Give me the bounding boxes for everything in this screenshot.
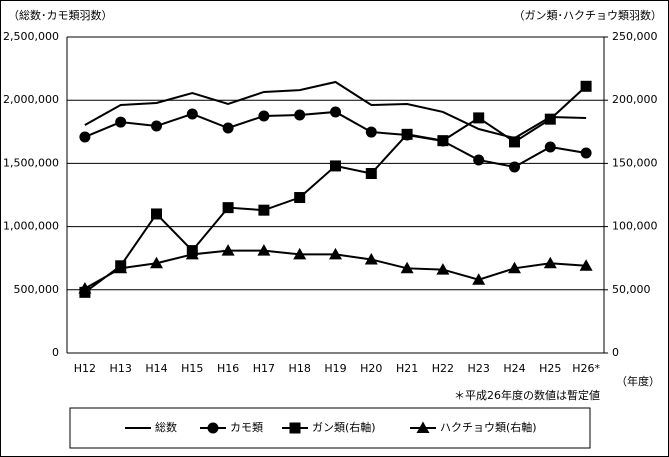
- x-tick-label: H16: [217, 362, 239, 375]
- marker: [78, 282, 92, 294]
- x-tick-label: H24: [503, 362, 525, 375]
- y2-tick-label: 100,000: [612, 220, 658, 233]
- marker: [509, 161, 520, 173]
- marker: [543, 256, 557, 269]
- marker: [257, 244, 271, 256]
- marker: [365, 126, 377, 138]
- x-tick-label: H25: [539, 362, 561, 375]
- marker: [437, 135, 449, 147]
- y-tick-label: 1,000,000: [3, 220, 59, 233]
- marker: [509, 136, 520, 148]
- marker: [222, 122, 234, 134]
- x-tick-label: H21: [396, 362, 418, 375]
- marker: [580, 147, 592, 159]
- marker: [329, 247, 342, 260]
- marker: [436, 263, 450, 275]
- marker: [580, 80, 592, 92]
- marker: [579, 259, 593, 271]
- legend-label: ガン類(右軸): [312, 420, 376, 434]
- legend-label: ハクチョウ類(右軸): [440, 420, 537, 434]
- marker: [293, 247, 307, 260]
- marker: [472, 273, 486, 285]
- x-axis-title: （年度）: [616, 374, 660, 388]
- y-tick-label: 2,500,000: [3, 30, 59, 43]
- marker: [401, 128, 413, 140]
- x-tick-label: H17: [253, 362, 275, 375]
- marker: [400, 261, 414, 274]
- y2-tick-label: 150,000: [612, 156, 658, 169]
- marker: [221, 244, 235, 256]
- marker: [473, 154, 485, 166]
- x-tick-label: H20: [360, 362, 382, 375]
- legend: [69, 407, 591, 449]
- y-tick-label: 2,000,000: [3, 93, 59, 106]
- marker: [222, 202, 234, 214]
- marker: [294, 109, 306, 121]
- marker: [151, 120, 162, 132]
- marker: [330, 160, 341, 172]
- marker: [294, 192, 306, 204]
- x-tick-label: H12: [74, 362, 96, 375]
- marker: [364, 252, 378, 265]
- legend-marker: [207, 422, 219, 434]
- marker: [114, 261, 128, 274]
- x-tick-label: H13: [110, 362, 132, 375]
- y-tick-label: 0: [52, 346, 59, 359]
- x-tick-label: H14: [145, 362, 167, 375]
- y2-tick-label: 200,000: [612, 93, 658, 106]
- marker: [365, 168, 377, 180]
- marker: [150, 256, 163, 269]
- marker: [330, 106, 341, 118]
- y-axis-title: （総数･カモ類羽数）: [8, 8, 113, 22]
- legend-label: カモ類: [230, 421, 263, 434]
- y-tick-label: 500,000: [14, 283, 60, 296]
- marker: [544, 141, 556, 153]
- marker: [115, 116, 127, 128]
- note: ＊平成26年度の数値は暫定値: [454, 388, 600, 402]
- legend-label: 総数: [155, 420, 177, 434]
- y2-tick-label: 250,000: [612, 30, 658, 43]
- x-tick-label: H23: [468, 362, 490, 375]
- x-tick-label: H18: [289, 362, 311, 375]
- x-tick-label: H26*: [572, 362, 600, 375]
- marker: [79, 131, 91, 143]
- marker: [186, 108, 198, 120]
- marker: [258, 110, 270, 122]
- legend-marker: [416, 421, 430, 433]
- legend-marker: [289, 422, 301, 434]
- x-tick-label: H19: [324, 362, 346, 375]
- marker: [185, 247, 199, 260]
- x-tick-label: H22: [432, 362, 454, 375]
- marker: [151, 208, 162, 220]
- marker: [258, 204, 270, 216]
- y2-axis-title: （ガン類･ハクチョウ類羽数）: [514, 9, 663, 22]
- y2-tick-label: 0: [612, 346, 619, 359]
- marker: [508, 261, 521, 274]
- y-tick-label: 1,500,000: [3, 156, 59, 169]
- marker: [544, 113, 556, 125]
- y2-tick-label: 50,000: [612, 283, 651, 296]
- x-tick-label: H15: [181, 362, 203, 375]
- marker: [473, 112, 485, 124]
